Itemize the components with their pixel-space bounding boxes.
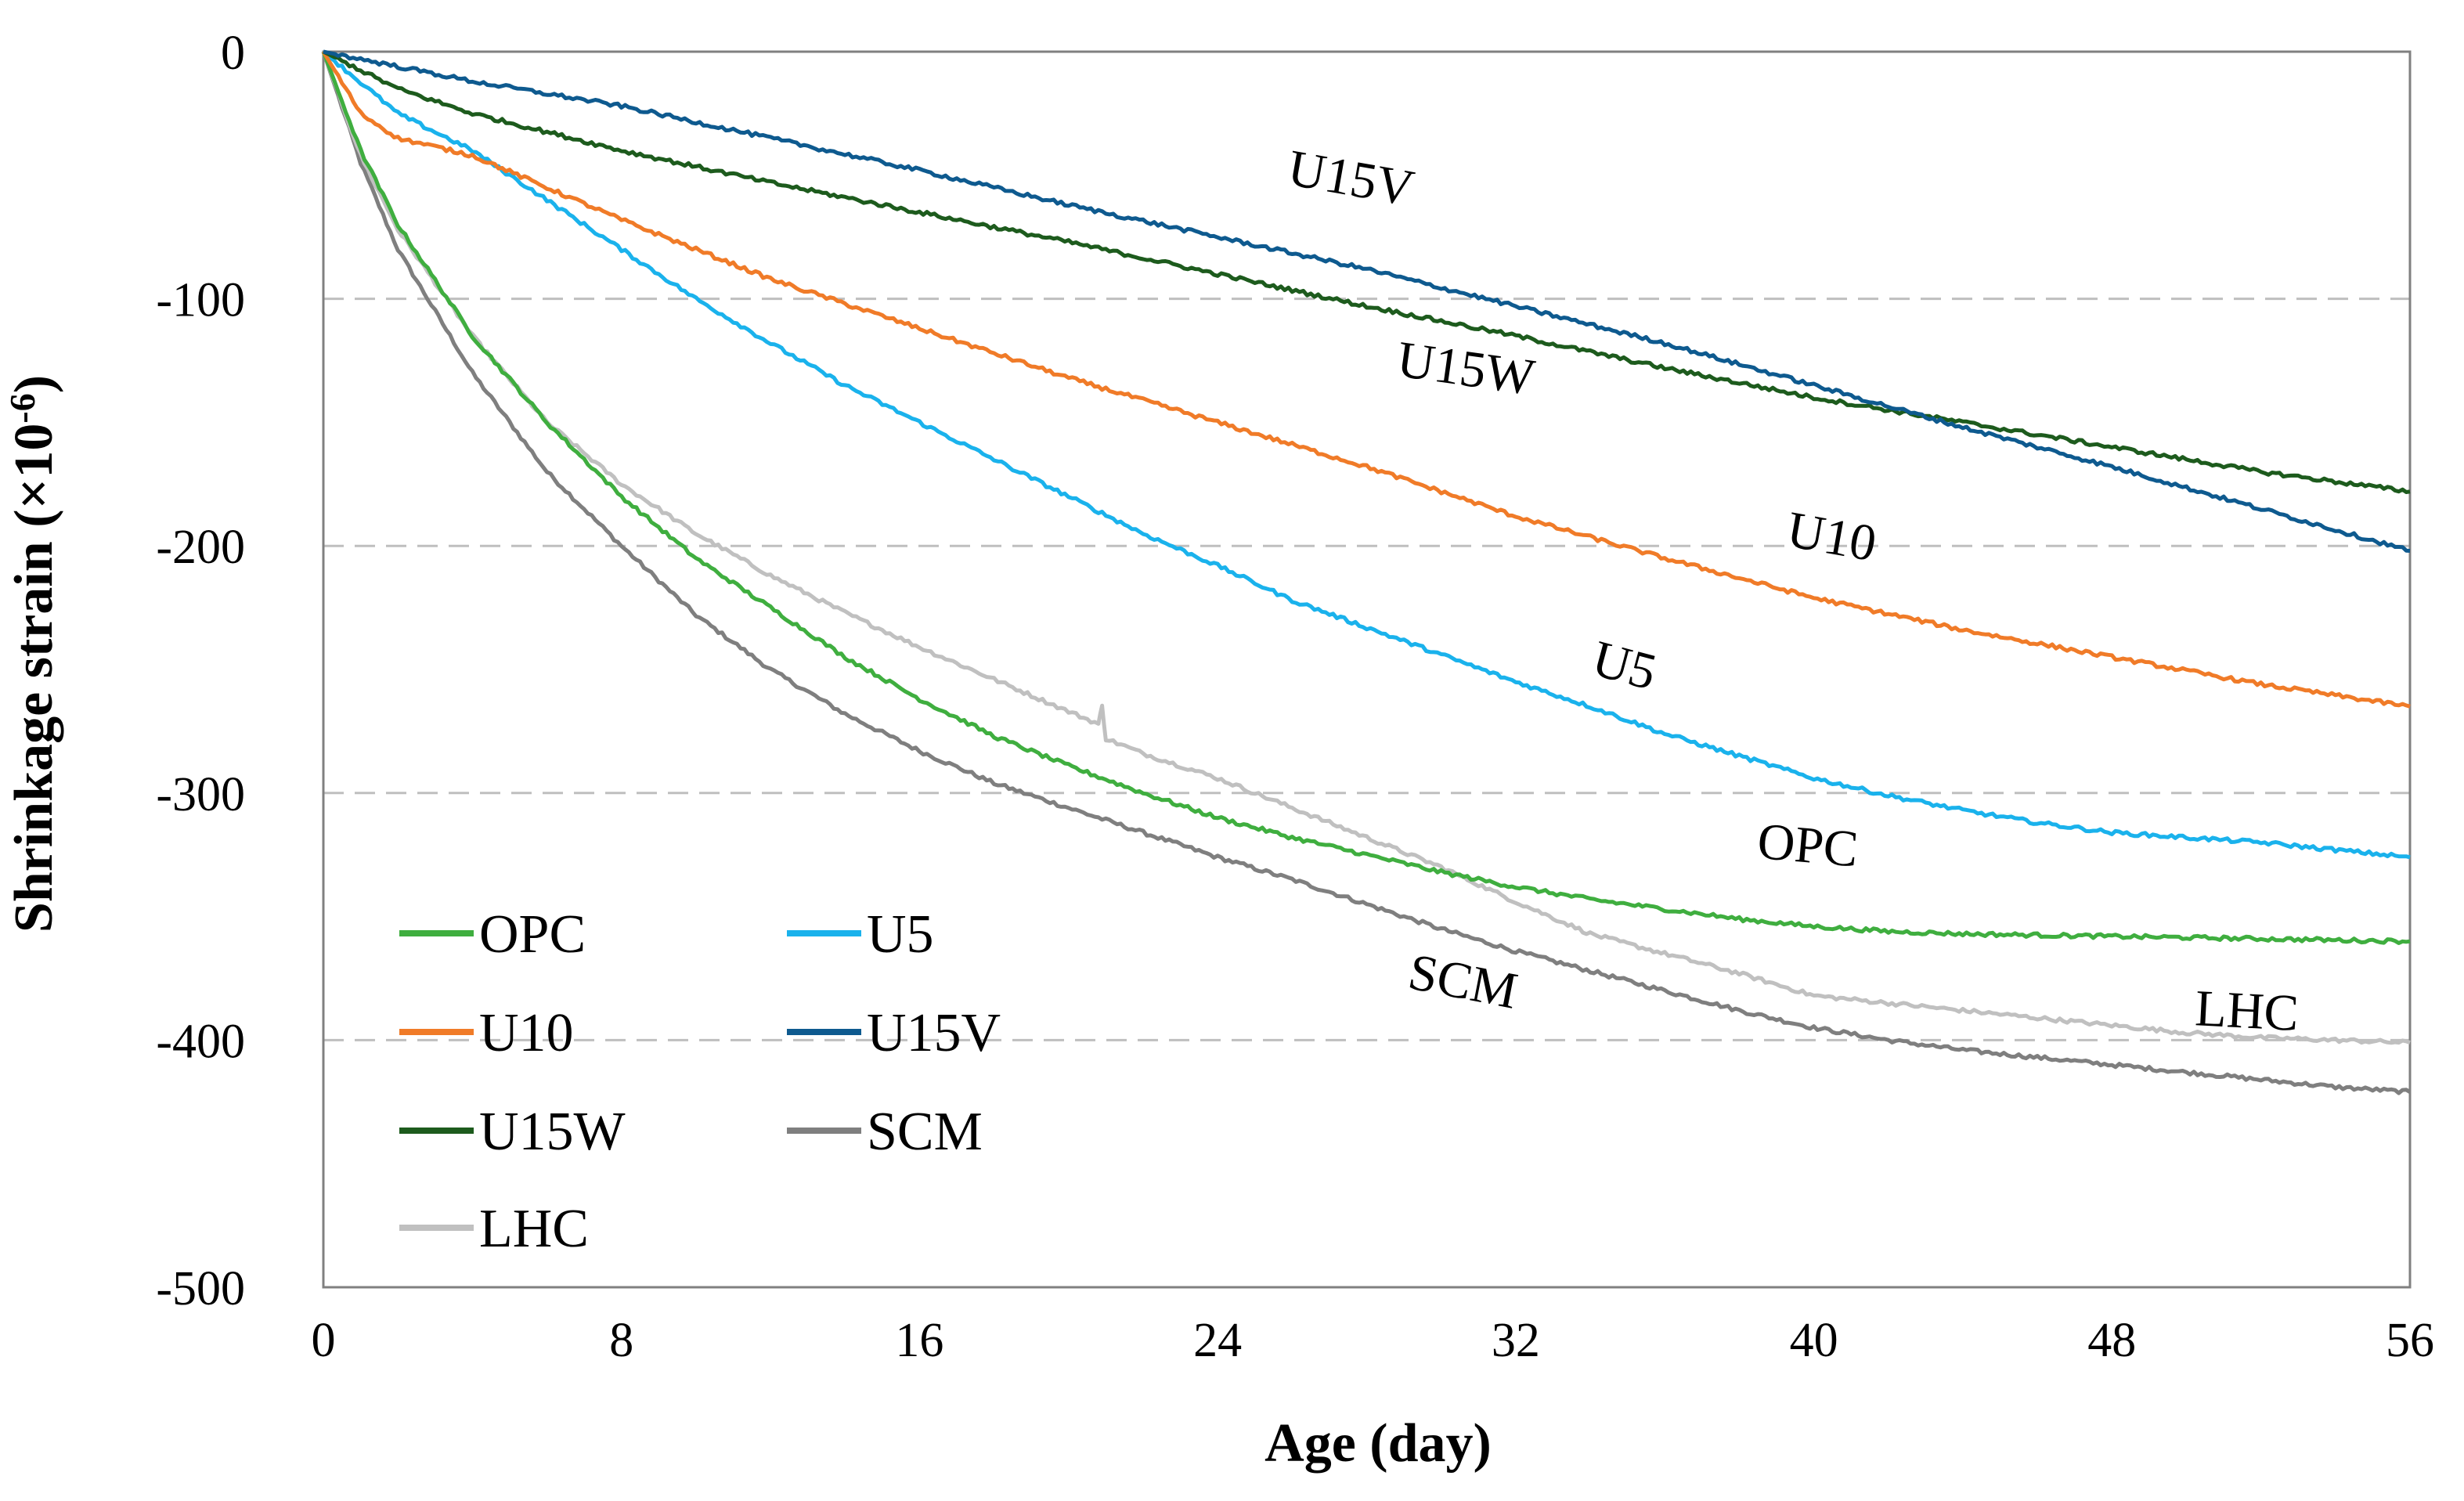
legend-label-u5: U5 [867,904,934,965]
y-tick-label: -300 [156,768,245,821]
annotation-u15v: U15V [1284,139,1419,218]
grid-lines [323,298,2410,1041]
x-tick-label: 0 [312,1314,336,1367]
series-line-opc [321,51,2411,945]
legend: OPC U5 U10 U15V U15W SCM LHC [399,904,1001,1259]
y-tick-label: -100 [156,274,245,327]
plot-area-border [322,50,2412,1289]
annotation-lhc: LHC [2194,980,2300,1042]
annotation-u15w: U15W [1394,330,1539,406]
annotation-u5: U5 [1586,630,1662,701]
x-tick-label: 16 [895,1314,943,1367]
y-axis-title-exponent: -6 [2,393,42,423]
legend-label-u15w: U15W [479,1102,626,1162]
annotation-opc: OPC [1755,813,1860,879]
legend-label-u15v: U15V [867,1003,1001,1063]
y-axis-title: Shrinkage strain (×10-6) [2,375,64,933]
x-tick-label: 40 [1790,1314,1838,1367]
y-tick-label: -200 [156,521,245,574]
y-tick-label: 0 [221,27,245,80]
series-line-u15w [322,49,2411,494]
x-tick-label: 48 [2087,1314,2136,1367]
x-tick-label: 32 [1492,1314,1540,1367]
series-annotations: U15V U15W U10 U5 OPC SCM LHC [1284,139,2300,1042]
y-axis-title-main: Shrinkage strain (×10 [4,424,64,933]
axis-ticks: 0 -100 -200 -300 -400 -500 0 8 16 24 32 40 48 56 [156,27,2434,1367]
series-lines [321,49,2412,1095]
series-line-u10 [321,50,2411,709]
y-tick-label: -400 [156,1015,245,1068]
x-tick-label: 56 [2386,1314,2434,1367]
legend-label-u10: U10 [479,1003,574,1063]
x-tick-label: 24 [1193,1314,1242,1367]
x-axis-title: Age (day) [1264,1413,1492,1474]
x-tick-label: 8 [609,1314,633,1367]
legend-label-lhc: LHC [479,1199,589,1259]
y-axis-title-close: ) [4,375,64,393]
series-line-u15v [323,49,2411,553]
legend-label-opc: OPC [479,904,586,965]
legend-label-scm: SCM [867,1102,983,1162]
y-tick-label: -500 [156,1262,245,1315]
series-line-u5 [322,50,2411,860]
annotation-scm: SCM [1404,944,1522,1020]
series-line-scm [321,51,2412,1095]
annotation-u10: U10 [1783,501,1881,573]
series-line-lhc [321,51,2411,1045]
